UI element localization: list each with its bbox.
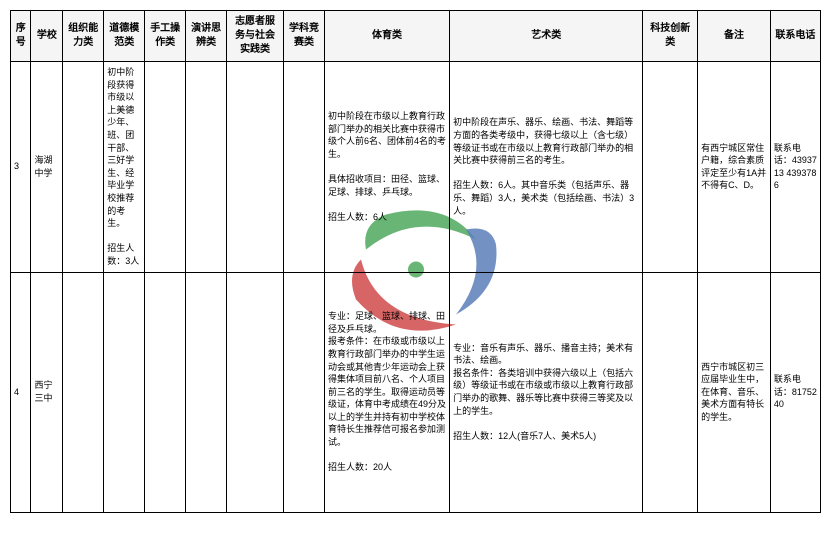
cell-phone: 联系电话：8175240 (770, 272, 820, 512)
cell-art: 初中阶段在声乐、器乐、绘画、书法、舞蹈等方面的各类考级中，获得七级以上（含七级）… (450, 62, 643, 273)
cell-org (63, 62, 104, 273)
header-remark: 备注 (698, 11, 771, 62)
table-row: 3 海湖中学 初中阶段获得市级以上美德少年、班、团干部、三好学生、经毕业学校推荐… (11, 62, 821, 273)
cell-school: 西宁三中 (31, 272, 63, 512)
cell-subject (284, 272, 325, 512)
cell-remark: 有西宁城区常住户籍，综合素质评定至少有1A并不得有C、D。 (698, 62, 771, 273)
cell-school: 海湖中学 (31, 62, 63, 273)
cell-craft (145, 272, 186, 512)
cell-tech (643, 272, 698, 512)
cell-moral (104, 272, 145, 512)
cell-sport: 专业：足球、篮球、排球、田径及乒乓球。报考条件：在市级或市级以上教育行政部门举办… (324, 272, 449, 512)
cell-phone: 联系电话：4393713 4393786 (770, 62, 820, 273)
header-craft: 手工操作类 (145, 11, 186, 62)
cell-org (63, 272, 104, 512)
cell-subject (284, 62, 325, 273)
header-speech: 演讲思辨类 (186, 11, 227, 62)
header-school: 学校 (31, 11, 63, 62)
cell-idx: 4 (11, 272, 31, 512)
cell-speech (186, 62, 227, 273)
cell-volunteer (227, 272, 284, 512)
recruitment-table: 序号 学校 组织能力类 道德模范类 手工操作类 演讲思辨类 志愿者服务与社会实践… (10, 10, 821, 513)
cell-volunteer (227, 62, 284, 273)
cell-art: 专业：音乐有声乐、器乐、播音主持；美术有书法、绘画。报名条件：各类培训中获得六级… (450, 272, 643, 512)
header-moral: 道德模范类 (104, 11, 145, 62)
header-volunteer: 志愿者服务与社会实践类 (227, 11, 284, 62)
cell-speech (186, 272, 227, 512)
cell-craft (145, 62, 186, 273)
header-idx: 序号 (11, 11, 31, 62)
header-phone: 联系电话 (770, 11, 820, 62)
header-subject: 学科竞赛类 (284, 11, 325, 62)
header-art: 艺术类 (450, 11, 643, 62)
header-org: 组织能力类 (63, 11, 104, 62)
cell-remark: 西宁市城区初三应届毕业生中，在体育、音乐、美术方面有特长的学生。 (698, 272, 771, 512)
cell-idx: 3 (11, 62, 31, 273)
table-header-row: 序号 学校 组织能力类 道德模范类 手工操作类 演讲思辨类 志愿者服务与社会实践… (11, 11, 821, 62)
header-sport: 体育类 (324, 11, 449, 62)
cell-sport: 初中阶段在市级以上教育行政部门举办的相关比赛中获得市级个人前6名、团体前4名的考… (324, 62, 449, 273)
header-tech: 科技创新类 (643, 11, 698, 62)
cell-moral: 初中阶段获得市级以上美德少年、班、团干部、三好学生、经毕业学校推荐的考生。招生人… (104, 62, 145, 273)
table-row: 4 西宁三中 专业：足球、篮球、排球、田径及乒乓球。报考条件：在市级或市级以上教… (11, 272, 821, 512)
cell-tech (643, 62, 698, 273)
